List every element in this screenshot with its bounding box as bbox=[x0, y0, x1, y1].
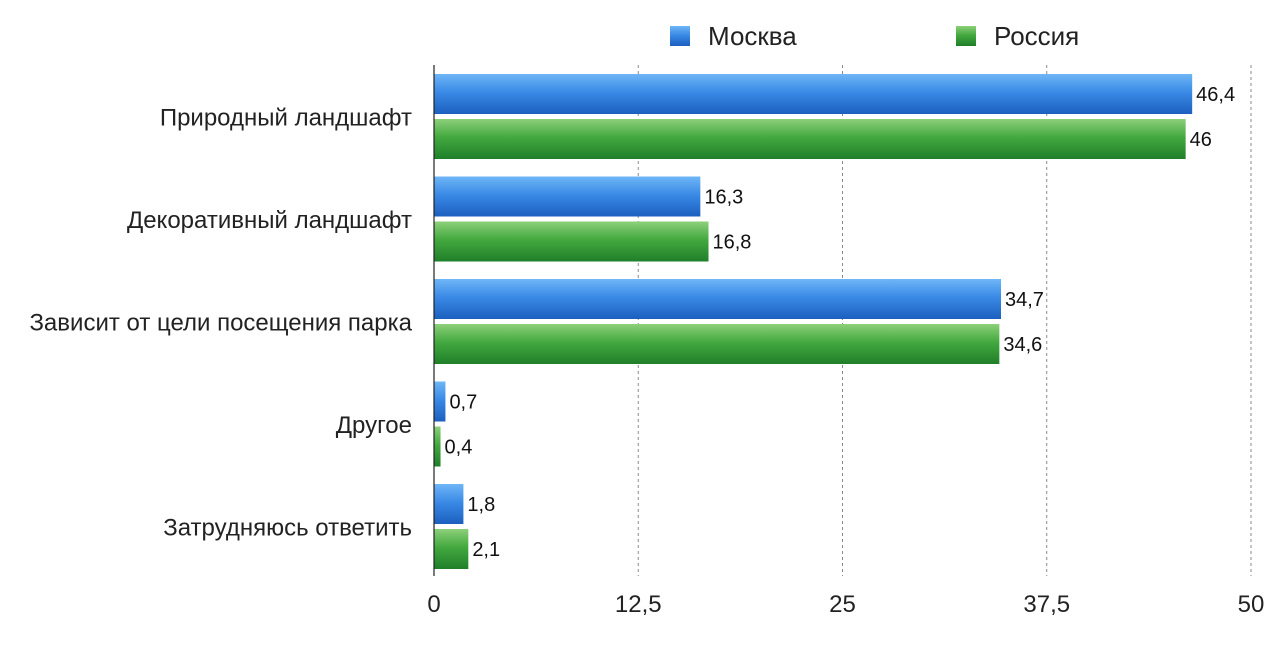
data-label: 0,7 bbox=[449, 392, 477, 414]
data-label: 46,4 bbox=[1196, 84, 1235, 106]
x-tick-label: 0 bbox=[427, 591, 440, 618]
category-label: Декоративный ландшафт bbox=[127, 207, 412, 234]
value-labels: 46,4 46 16,3 16,8 34,7 34,6 0,7 0,4 1,8 2,1 bbox=[445, 84, 1236, 561]
x-tick-label: 25 bbox=[829, 591, 856, 618]
bar-russia bbox=[434, 221, 709, 262]
bar-russia bbox=[434, 119, 1186, 159]
bar-moscow bbox=[434, 74, 1193, 114]
x-tick-label: 37,5 bbox=[1023, 591, 1070, 618]
data-label: 34,6 bbox=[1003, 334, 1042, 356]
bar-moscow bbox=[434, 381, 446, 422]
bar-russia bbox=[434, 426, 441, 467]
x-axis-ticks: 0 12,5 25 37,5 50 bbox=[427, 591, 1264, 618]
legend-label: Россия bbox=[994, 21, 1079, 51]
category-label: Зависит от цели посещения парка bbox=[29, 310, 412, 337]
legend-swatch bbox=[670, 26, 690, 46]
data-label: 16,8 bbox=[713, 232, 752, 254]
bar-russia bbox=[434, 529, 469, 569]
category-label: Другое bbox=[336, 412, 412, 439]
x-tick-label: 12,5 bbox=[615, 591, 662, 618]
bar-moscow bbox=[434, 176, 701, 217]
data-label: 1,8 bbox=[467, 494, 495, 516]
bar-moscow bbox=[434, 484, 464, 524]
bar-moscow bbox=[434, 279, 1001, 319]
legend-label: Москва bbox=[708, 21, 797, 51]
data-label: 46 bbox=[1190, 129, 1212, 151]
data-label: 0,4 bbox=[445, 437, 473, 459]
category-label: Природный ландшафт bbox=[160, 105, 412, 132]
x-tick-label: 50 bbox=[1238, 591, 1265, 618]
category-labels: Природный ландшафт Декоративный ландшафт З… bbox=[29, 105, 412, 542]
legend: Москва Россия bbox=[670, 21, 1079, 51]
bars bbox=[434, 74, 1193, 569]
data-label: 16,3 bbox=[704, 187, 743, 209]
category-label: Затрудняюсь ответить bbox=[163, 515, 412, 542]
data-label: 34,7 bbox=[1005, 289, 1044, 311]
bar-russia bbox=[434, 324, 1000, 364]
legend-swatch bbox=[956, 26, 976, 46]
data-label: 2,1 bbox=[472, 539, 500, 561]
